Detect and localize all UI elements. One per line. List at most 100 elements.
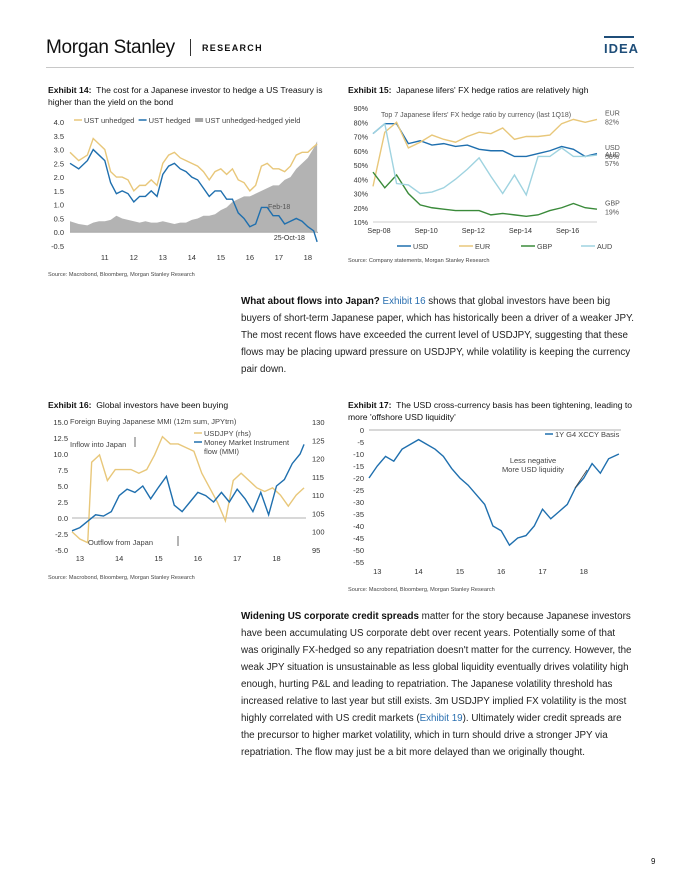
y-tick-label: 3.0 [54, 146, 64, 155]
header-rule [46, 67, 634, 68]
exhibit-15-label: Exhibit 15: [348, 85, 392, 95]
legend-label: Money Market Instrument [204, 438, 290, 447]
x-tick-label: 18 [304, 253, 312, 262]
y-tick-label-right: 120 [312, 455, 325, 464]
exhibit-16-link[interactable]: Exhibit 16 [382, 296, 426, 307]
x-tick-label: 16 [497, 567, 505, 576]
x-tick-label: 16 [194, 554, 202, 563]
chart-subtitle: Top 7 Japanese lifers' FX hedge ratio by… [381, 112, 571, 119]
legend-label: UST unhedged-hedged yield [205, 116, 300, 125]
series-area-spread [70, 141, 318, 233]
y-tick-label: 1.0 [54, 201, 64, 210]
y-tick-label-left: 7.5 [58, 466, 68, 475]
annotation-less-negative: Less negative [510, 456, 556, 465]
x-tick-label: 13 [76, 554, 84, 563]
y-tick-label-right: 110 [312, 491, 324, 500]
y-tick-label-right: 100 [312, 528, 325, 537]
y-tick-label-left: 10.0 [53, 450, 68, 459]
section-label: RESEARCH [202, 43, 263, 53]
y-tick-label: -55 [353, 558, 364, 567]
exhibit-19-link[interactable]: Exhibit 19 [419, 713, 463, 724]
series-line-xccy-basis [368, 438, 620, 547]
y-tick-label-left: 5.0 [58, 482, 68, 491]
series-line-mmi-buying [71, 444, 305, 532]
paragraph-credit-body-b: ). Ultimately wider credit spreads are t… [241, 713, 622, 758]
y-tick-label: -15 [353, 462, 364, 471]
y-tick-label: 40% [354, 175, 369, 184]
y-tick-label: 90% [354, 104, 369, 113]
x-tick-label: 17 [538, 567, 546, 576]
legend-label: USDJPY (rhs) [204, 429, 251, 438]
paragraph-flows: What about flows into Japan? Exhibit 16 … [241, 293, 635, 378]
end-label-value: 82% [605, 120, 619, 127]
page-number: 9 [651, 857, 656, 866]
end-label-name: GBP [605, 200, 620, 207]
y-tick-label: 60% [354, 147, 369, 156]
x-tick-label: 13 [159, 253, 167, 262]
x-tick-label: Sep-10 [415, 226, 438, 235]
x-tick-label: 14 [414, 567, 422, 576]
exhibit-14-source: Source: Macrobond, Bloomberg, Morgan Sta… [48, 272, 195, 278]
x-tick-label: 18 [272, 554, 280, 563]
y-tick-label-left: 12.5 [53, 434, 68, 443]
exhibit-15-source: Source: Company statements, Morgan Stanl… [348, 258, 490, 264]
company-logo: Morgan Stanley [46, 37, 175, 58]
y-tick-label: -50 [353, 546, 364, 555]
exhibit-14-caption: Exhibit 14: The cost for a Japanese inve… [48, 84, 336, 108]
legend-label: UST unhedged [84, 116, 134, 125]
x-tick-label: 12 [130, 253, 138, 262]
y-tick-label: 50% [354, 161, 369, 170]
y-tick-label: 80% [354, 118, 369, 127]
x-tick-label: 15 [217, 253, 225, 262]
annotation-arrow [574, 469, 588, 489]
annotation-feb-18: Feb-18 [268, 204, 290, 211]
y-tick-label: -0.5 [51, 242, 64, 251]
y-tick-label: 2.5 [54, 159, 64, 168]
paragraph-credit-spreads: Widening US corporate credit spreads mat… [241, 608, 635, 761]
paragraph-credit-body-a: matter for the story because Japanese in… [241, 611, 632, 724]
legend-label: EUR [475, 242, 490, 251]
series-line-usdjpy [71, 435, 305, 544]
legend-label: UST hedged [149, 116, 191, 125]
legend-label: 1Y G4 XCCY Basis [555, 430, 620, 439]
exhibit-15-chart: 90% 80% 70% 60% 50% 40% 30% 20% 10%Sep-08 Sep-10 S… [354, 104, 621, 251]
annotation-inflow: Inflow into Japan [70, 440, 126, 449]
legend-label: Foreign Buying Japanese MMI (12m sum, JP… [70, 417, 237, 426]
legend-label: AUD [597, 242, 612, 251]
end-label-name: AUD [605, 152, 620, 159]
y-tick-label-right: 115 [312, 473, 324, 482]
y-tick-label-left: 0.0 [58, 514, 68, 523]
exhibit-17-caption: Exhibit 17: The USD cross-currency basis… [348, 399, 638, 423]
y-tick-label-left: -5.0 [55, 546, 68, 555]
y-tick-label: 10% [354, 218, 369, 227]
y-tick-label: 0.5 [54, 214, 64, 223]
exhibit-17-chart: 0 -5 -10 -15 -20 -25 -30 -35 -40 -45 -50 -55 13 14 15 1… [353, 426, 621, 576]
y-tick-label: 1.5 [54, 187, 64, 196]
idea-badge: IDEA [604, 41, 640, 56]
annotation-usd-liquidity: More USD liquidity [502, 465, 564, 474]
y-tick-label: 30% [354, 190, 369, 199]
x-tick-label: 15 [154, 554, 162, 563]
exhibit-15-title: Japanese lifers' FX hedge ratios are rel… [396, 85, 589, 95]
y-tick-label: -25 [353, 486, 364, 495]
y-tick-label: 2.0 [54, 173, 64, 182]
y-tick-label-right: 125 [312, 436, 325, 445]
exhibit-14-chart: 4.0 3.5 3.0 2.5 2.0 1.5 1.0 0.5 0.0 -0.5 11 12 13 14 1… [51, 116, 318, 262]
series-line-usd [372, 122, 598, 158]
end-label-value: 57% [605, 161, 619, 168]
x-tick-label: 17 [275, 253, 283, 262]
y-tick-label: -35 [353, 510, 364, 519]
y-tick-label: -40 [353, 522, 364, 531]
exhibit-17-label: Exhibit 17: [348, 400, 392, 410]
y-tick-label-left: 15.0 [53, 418, 68, 427]
x-tick-label: 16 [246, 253, 254, 262]
exhibit-14-title: The cost for a Japanese investor to hedg… [48, 85, 323, 107]
y-tick-label: -10 [353, 450, 364, 459]
end-label-name: EUR [605, 111, 620, 118]
paragraph-flows-heading: What about flows into Japan? [241, 296, 380, 307]
x-tick-label: Sep-16 [556, 226, 579, 235]
badge-bar [604, 36, 634, 38]
legend-label: flow (MMI) [204, 447, 239, 456]
x-tick-label: 14 [188, 253, 196, 262]
x-tick-label: Sep-14 [509, 226, 532, 235]
